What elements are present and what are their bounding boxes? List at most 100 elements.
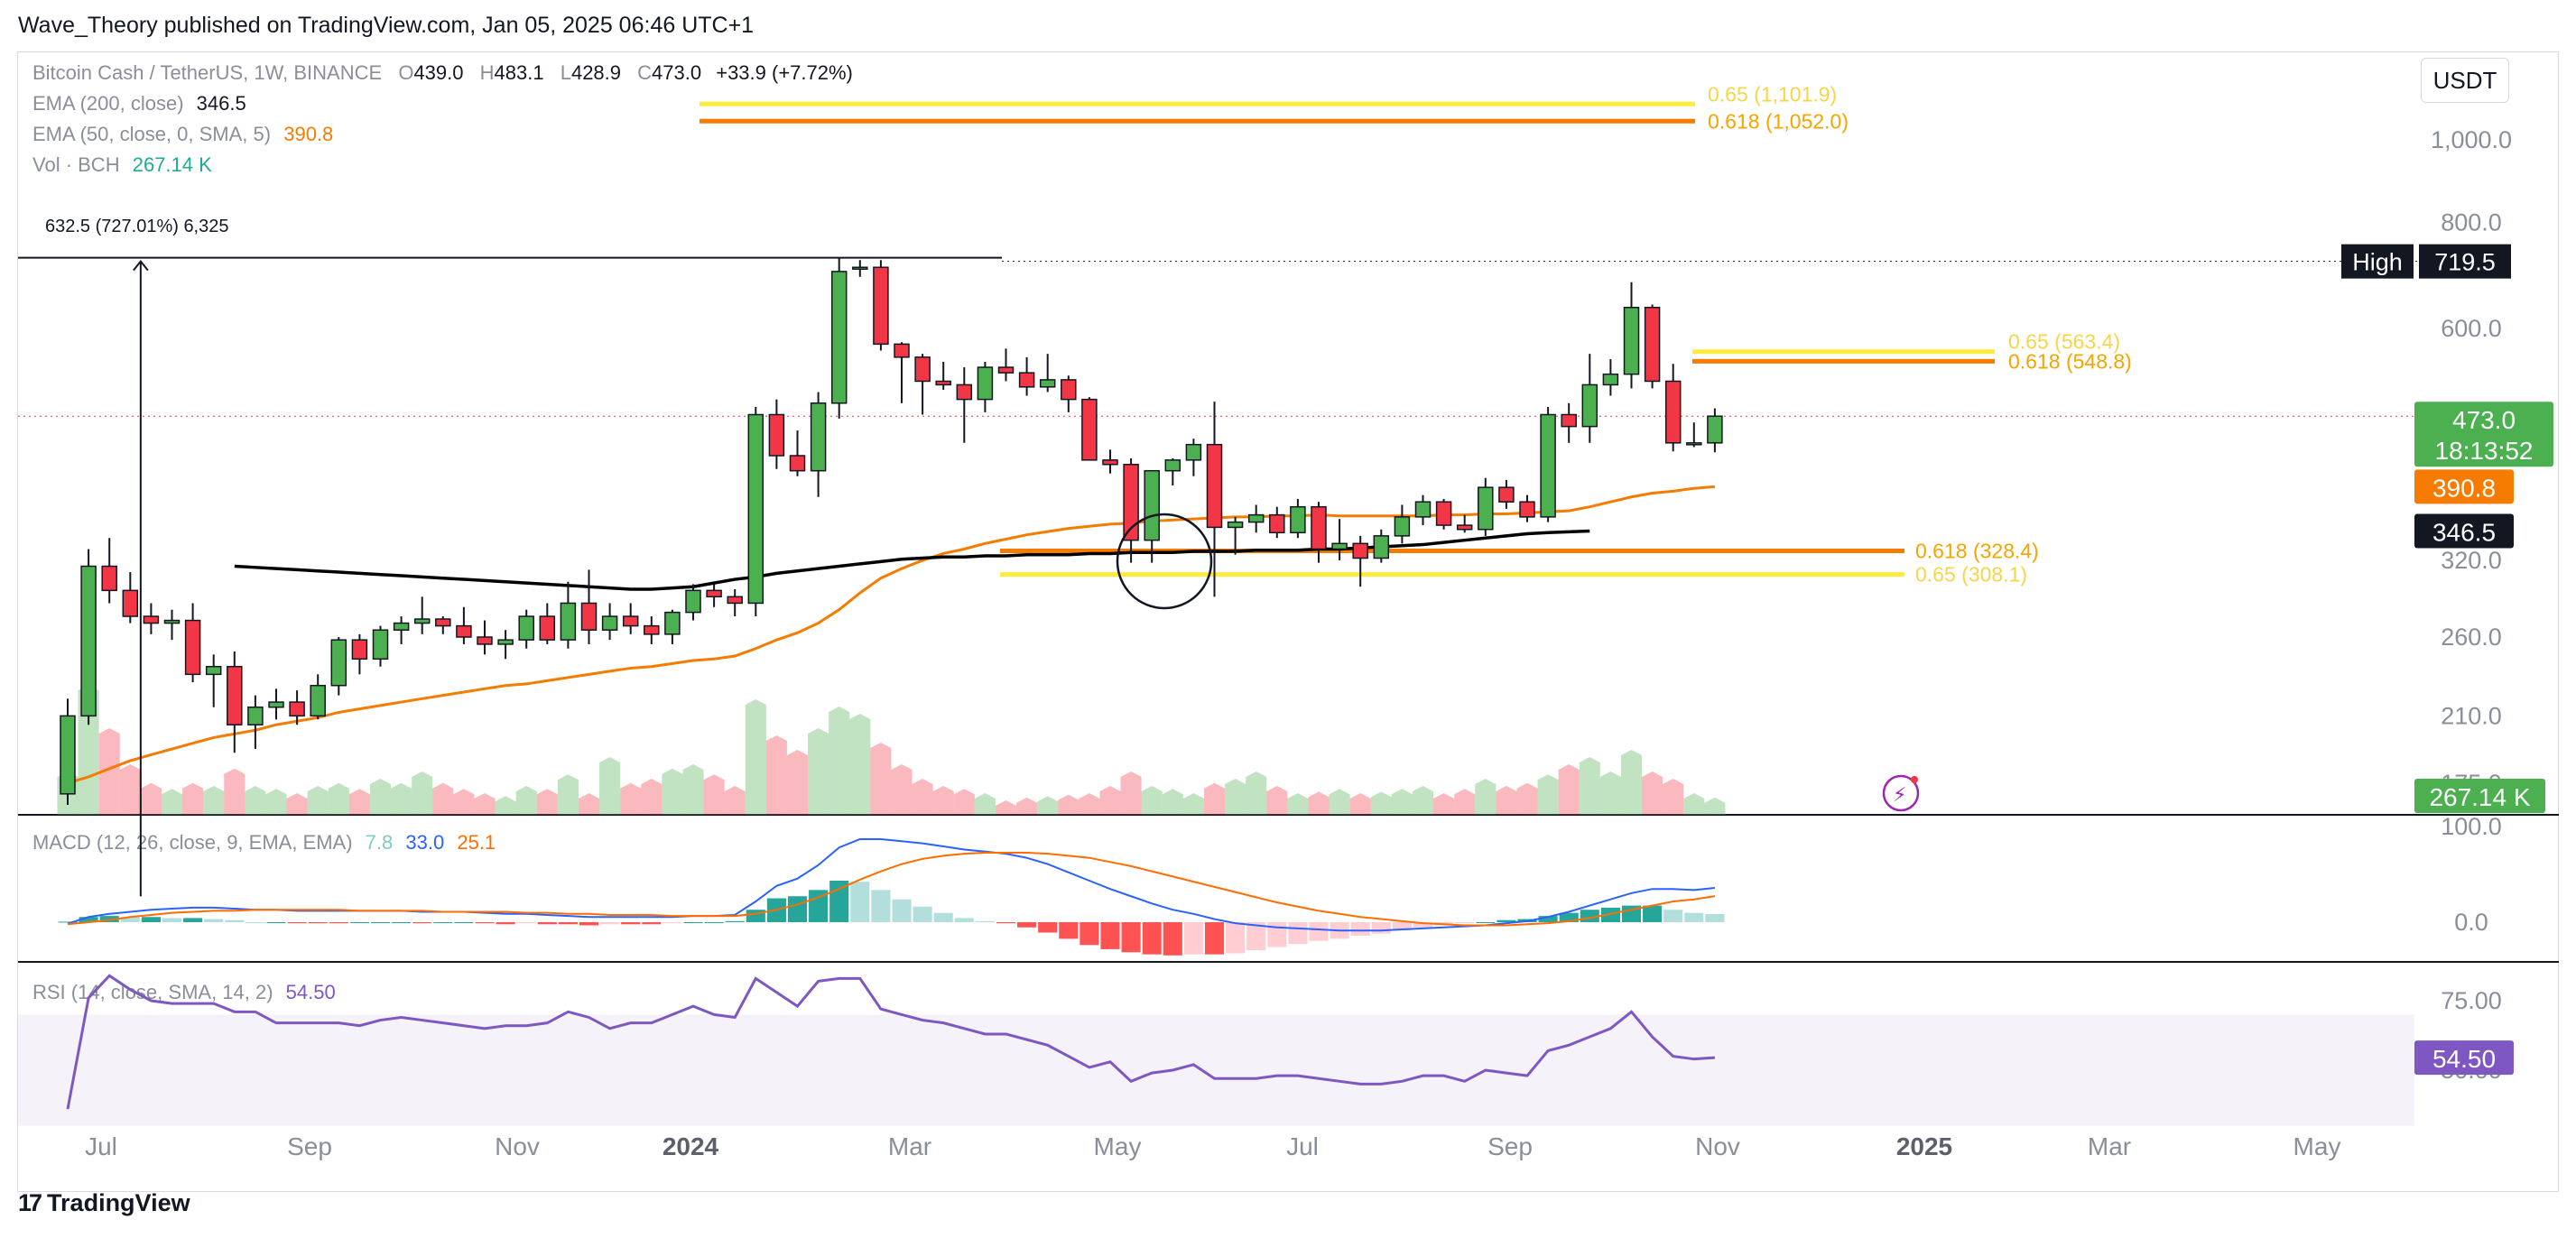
price-axis-label: 260.0 <box>2441 624 2502 651</box>
volume-bar <box>1704 797 1726 815</box>
currency-button[interactable]: USDT <box>2421 58 2509 103</box>
fib-level-label: 0.65 (563.4) <box>2008 330 2120 354</box>
volume-bar <box>786 750 809 815</box>
macd-hist-bar <box>725 920 745 922</box>
volume-bar <box>224 768 246 815</box>
macd-hist-bar <box>1204 922 1225 955</box>
candle <box>1144 469 1160 563</box>
volume-bar <box>286 793 308 815</box>
candle <box>810 392 827 497</box>
candle <box>685 584 701 621</box>
candle-body <box>914 356 931 383</box>
legend-ema50-value: 390.8 <box>283 123 334 145</box>
legend-change: +33.9 (+7.72%) <box>716 61 853 84</box>
volume-bar <box>265 789 287 815</box>
candle-body <box>1123 463 1139 541</box>
volume-bar <box>474 793 496 815</box>
ema200-badge[interactable]: 346.5 <box>2414 513 2514 549</box>
candle-body <box>393 622 410 631</box>
ema50-line <box>67 485 1716 785</box>
candle <box>601 603 618 641</box>
legend-ema200-value: 346.5 <box>196 92 246 115</box>
candle <box>351 633 368 675</box>
legend-ema200-row[interactable]: EMA (200, close) 346.5 <box>32 92 246 115</box>
time-axis-label: Nov <box>1695 1132 1740 1160</box>
legend-ema50-row[interactable]: EMA (50, close, 0, SMA, 5) 390.8 <box>32 123 333 146</box>
time-axis-label: May <box>2293 1132 2341 1160</box>
candle <box>310 674 326 720</box>
volume-bar <box>1496 786 1517 815</box>
last-price-badge[interactable]: 473.0 18:13:52 <box>2414 402 2553 467</box>
macd-hist-bar <box>600 922 620 925</box>
volume-bar <box>1016 797 1038 815</box>
candle-body <box>1061 379 1077 401</box>
last-price-badge-bg <box>2414 402 2553 467</box>
macd-hist-bar <box>1538 916 1558 922</box>
legend-macd-signal: 25.1 <box>457 831 496 854</box>
rsi-badge[interactable]: 54.50 <box>2414 1040 2514 1076</box>
macd-hist-bar <box>308 922 328 924</box>
candle <box>163 609 181 641</box>
candle <box>1664 364 1682 452</box>
volume-bar <box>1475 779 1496 815</box>
candle-body <box>184 619 201 676</box>
candle <box>644 616 660 644</box>
volume-bar <box>1433 793 1455 815</box>
volume-bar <box>745 699 766 815</box>
legend-macd-line: 33.0 <box>405 831 445 854</box>
fib-level-label: 0.618 (328.4) <box>1915 539 2039 562</box>
flash-glyph: ⚡ <box>1893 783 1906 806</box>
macd-hist-bar <box>746 910 765 922</box>
volume-bar <box>891 764 913 815</box>
legend-volume-row[interactable]: Vol · BCH 267.14 K <box>32 153 212 177</box>
candle-body <box>1102 459 1118 466</box>
candle-body <box>560 602 577 641</box>
volume-badge[interactable]: 267.14 K <box>2414 779 2545 813</box>
candle-body <box>1478 486 1494 531</box>
volume-bar <box>1683 793 1705 815</box>
candle <box>1498 479 1515 509</box>
macd-hist-bar <box>1017 922 1037 928</box>
candle <box>1456 514 1473 533</box>
drawings: 632.5 (727.01%) 6,325 ⚡ <box>18 217 1920 897</box>
candle <box>330 637 347 696</box>
legend-symbol[interactable]: Bitcoin Cash / TetherUS, 1W, BINANCE <box>32 61 383 84</box>
macd-hist-bar <box>496 922 515 925</box>
macd-hist-bar <box>621 922 641 925</box>
candle <box>1519 494 1535 522</box>
volume-bar <box>536 789 558 815</box>
candle <box>789 430 806 476</box>
candle-body <box>622 615 639 627</box>
candle-body <box>372 629 389 661</box>
tradingview-logo[interactable]: 17 TradingView <box>18 1189 190 1217</box>
macd-hist-bar <box>663 922 682 924</box>
candle-body <box>685 589 701 614</box>
legend-rsi-row[interactable]: RSI (14, close, SMA, 14, 2) 54.50 <box>32 981 336 1004</box>
macd-hist-bar <box>1455 922 1475 924</box>
last-price-badge-text: 18:13:52 <box>2435 437 2534 465</box>
ema50-badge[interactable]: 390.8 <box>2414 469 2514 504</box>
legend-close-label: C <box>637 61 653 84</box>
candle <box>1561 402 1577 443</box>
volume-bar <box>1579 757 1600 815</box>
legend-macd-row[interactable]: MACD (12, 26, close, 9, EMA, EMA) 7.8 33… <box>32 831 496 855</box>
candle <box>1602 359 1619 396</box>
candle-body <box>330 639 347 687</box>
rsi-axis-label: 75.00 <box>2441 987 2502 1014</box>
legend-macd-label: MACD (12, 26, close, 9, EMA, EMA) <box>32 831 353 854</box>
volume-bar <box>412 771 433 815</box>
macd-line <box>67 838 1715 932</box>
legend-close: 473.0 <box>652 61 702 84</box>
candle <box>1686 422 1702 448</box>
candle <box>1123 457 1139 563</box>
candle <box>706 584 722 607</box>
macd-hist-bar <box>1059 922 1079 939</box>
macd-hist-bar <box>99 916 119 922</box>
tradingview-logo-mark: 17 <box>18 1189 42 1216</box>
candle <box>1039 354 1056 393</box>
candle-body <box>935 380 951 386</box>
alert-dot <box>1911 776 1918 783</box>
macd-axis-label: 0.0 <box>2454 909 2488 936</box>
volume-bar <box>1246 771 1267 815</box>
